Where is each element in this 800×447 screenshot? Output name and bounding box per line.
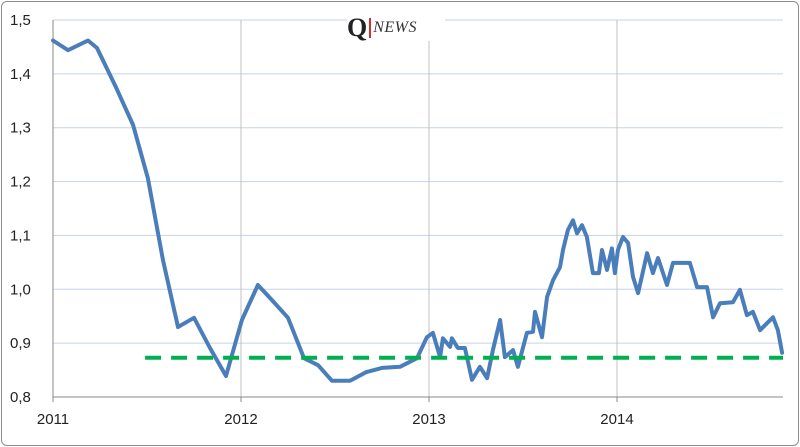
logo-letter: Q	[347, 13, 368, 42]
x-tick-label: 2013	[412, 411, 445, 428]
axes	[52, 20, 783, 402]
y-tick-label: 1,5	[10, 12, 31, 29]
x-tick-label: 2011	[37, 411, 69, 428]
y-tick-label: 1,3	[10, 120, 31, 137]
x-tick-label: 2012	[224, 411, 257, 428]
y-tick-label: 1,4	[10, 66, 31, 83]
y-tick-label: 1,2	[10, 174, 31, 191]
y-tick-label: 0,8	[10, 389, 31, 406]
qnews-logo: Q NEWS	[347, 15, 445, 41]
series-group	[51, 38, 785, 383]
gridlines	[53, 19, 783, 397]
x-tick-label: 2014	[600, 411, 633, 428]
logo-divider	[369, 18, 372, 38]
y-tick-label: 1,1	[10, 227, 31, 244]
y-tick-label: 0,9	[10, 335, 31, 352]
price-series-line	[51, 38, 785, 383]
tick-labels: 0,8 0,9 1,0 1,1 1,2 1,3 1,4 1,5 2011 2012 2013 2014	[10, 12, 634, 428]
y-tick-label: 1,0	[10, 281, 31, 298]
logo-word: NEWS	[373, 19, 418, 36]
